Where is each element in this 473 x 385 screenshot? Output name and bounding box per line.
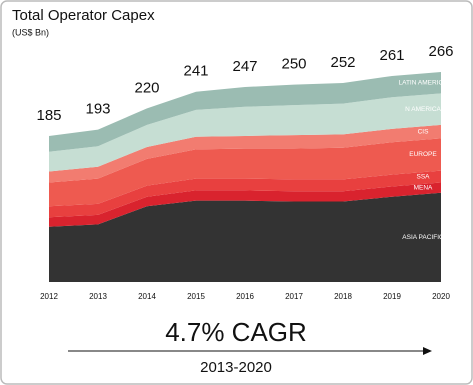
x-tick-label: 2019 <box>383 292 401 301</box>
series-label: CIS <box>418 128 430 135</box>
chart-title: Total Operator Capex <box>12 7 155 24</box>
total-label: 185 <box>36 107 61 124</box>
area-band <box>49 182 441 227</box>
x-tick-label: 2015 <box>187 292 205 301</box>
cagr-period: 2013-2020 <box>200 359 272 376</box>
x-tick-label: 2017 <box>285 292 303 301</box>
x-tick-label: 2014 <box>138 292 156 301</box>
area-band <box>49 72 441 152</box>
area-band <box>49 93 441 172</box>
total-label: 266 <box>428 43 453 60</box>
total-label: 252 <box>330 54 355 71</box>
area-band <box>49 192 441 282</box>
x-tick-label: 2020 <box>432 292 450 301</box>
total-label: 193 <box>85 101 110 118</box>
x-tick-label: 2013 <box>89 292 107 301</box>
area-band <box>49 170 441 218</box>
area-band <box>49 138 441 207</box>
total-label: 250 <box>281 56 306 73</box>
series-label: LATIN AMERICA <box>398 79 448 86</box>
x-tick-label: 2016 <box>236 292 254 301</box>
plot-area <box>49 72 441 282</box>
chart-subtitle: (US$ Bn) <box>12 27 49 37</box>
total-label: 261 <box>379 47 404 64</box>
cagr-label: 4.7% CAGR <box>165 317 307 347</box>
area-band <box>49 124 441 183</box>
series-label: EUROPE <box>409 151 437 158</box>
x-tick-label: 2012 <box>40 292 58 301</box>
series-label: SSA <box>416 173 430 180</box>
series-label: ASIA PACIFIC <box>402 234 444 241</box>
series-label: MENA <box>414 184 433 191</box>
total-label: 220 <box>134 79 159 96</box>
total-label: 241 <box>183 63 208 80</box>
arrow-head <box>423 347 432 355</box>
series-label: N AMERICA <box>405 106 441 113</box>
total-label: 247 <box>232 58 257 75</box>
x-tick-label: 2018 <box>334 292 352 301</box>
